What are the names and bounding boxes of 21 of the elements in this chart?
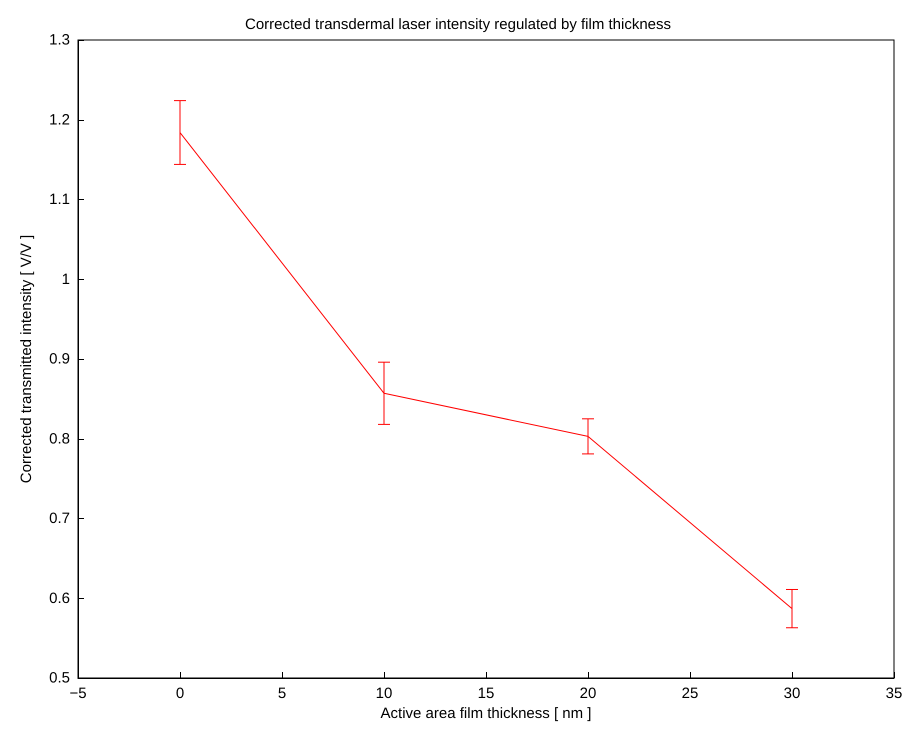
- x-tick-label: −5: [69, 685, 87, 702]
- y-tick-label: 1: [62, 270, 70, 288]
- y-tick-label: 0.5: [49, 670, 70, 686]
- x-tick-label: 5: [278, 685, 286, 702]
- y-tick-label: 1.2: [49, 111, 70, 128]
- y-axis-title: Corrected transmitted intensity [ V/V ]: [18, 234, 35, 484]
- y-tick-label: 0.8: [49, 430, 70, 448]
- y-tick-label: 0.6: [49, 590, 70, 607]
- x-tick-label: 30: [784, 685, 800, 702]
- x-tick-label: 15: [478, 685, 494, 702]
- y-tick-label: 0.7: [49, 510, 70, 527]
- y-tick-label: 1.1: [49, 191, 70, 208]
- x-tick-label: 20: [580, 685, 596, 702]
- x-tick-label: 10: [376, 685, 392, 702]
- x-tick-label: 35: [886, 685, 902, 702]
- y-tick-label: 0.9: [49, 350, 70, 368]
- x-tick-label: 0: [176, 685, 184, 702]
- y-tick-label: 1.3: [49, 32, 70, 48]
- x-axis-title: Active area film thickness [ nm ]: [380, 705, 592, 722]
- x-tick-label: 25: [682, 685, 698, 702]
- chart-title: Corrected transdermal laser intensity regulated by film thickness: [244, 16, 672, 33]
